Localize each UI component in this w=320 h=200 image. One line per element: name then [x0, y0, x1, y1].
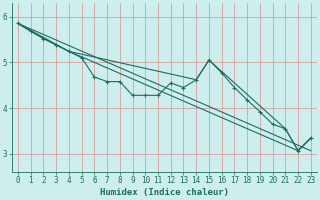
X-axis label: Humidex (Indice chaleur): Humidex (Indice chaleur)	[100, 188, 229, 197]
